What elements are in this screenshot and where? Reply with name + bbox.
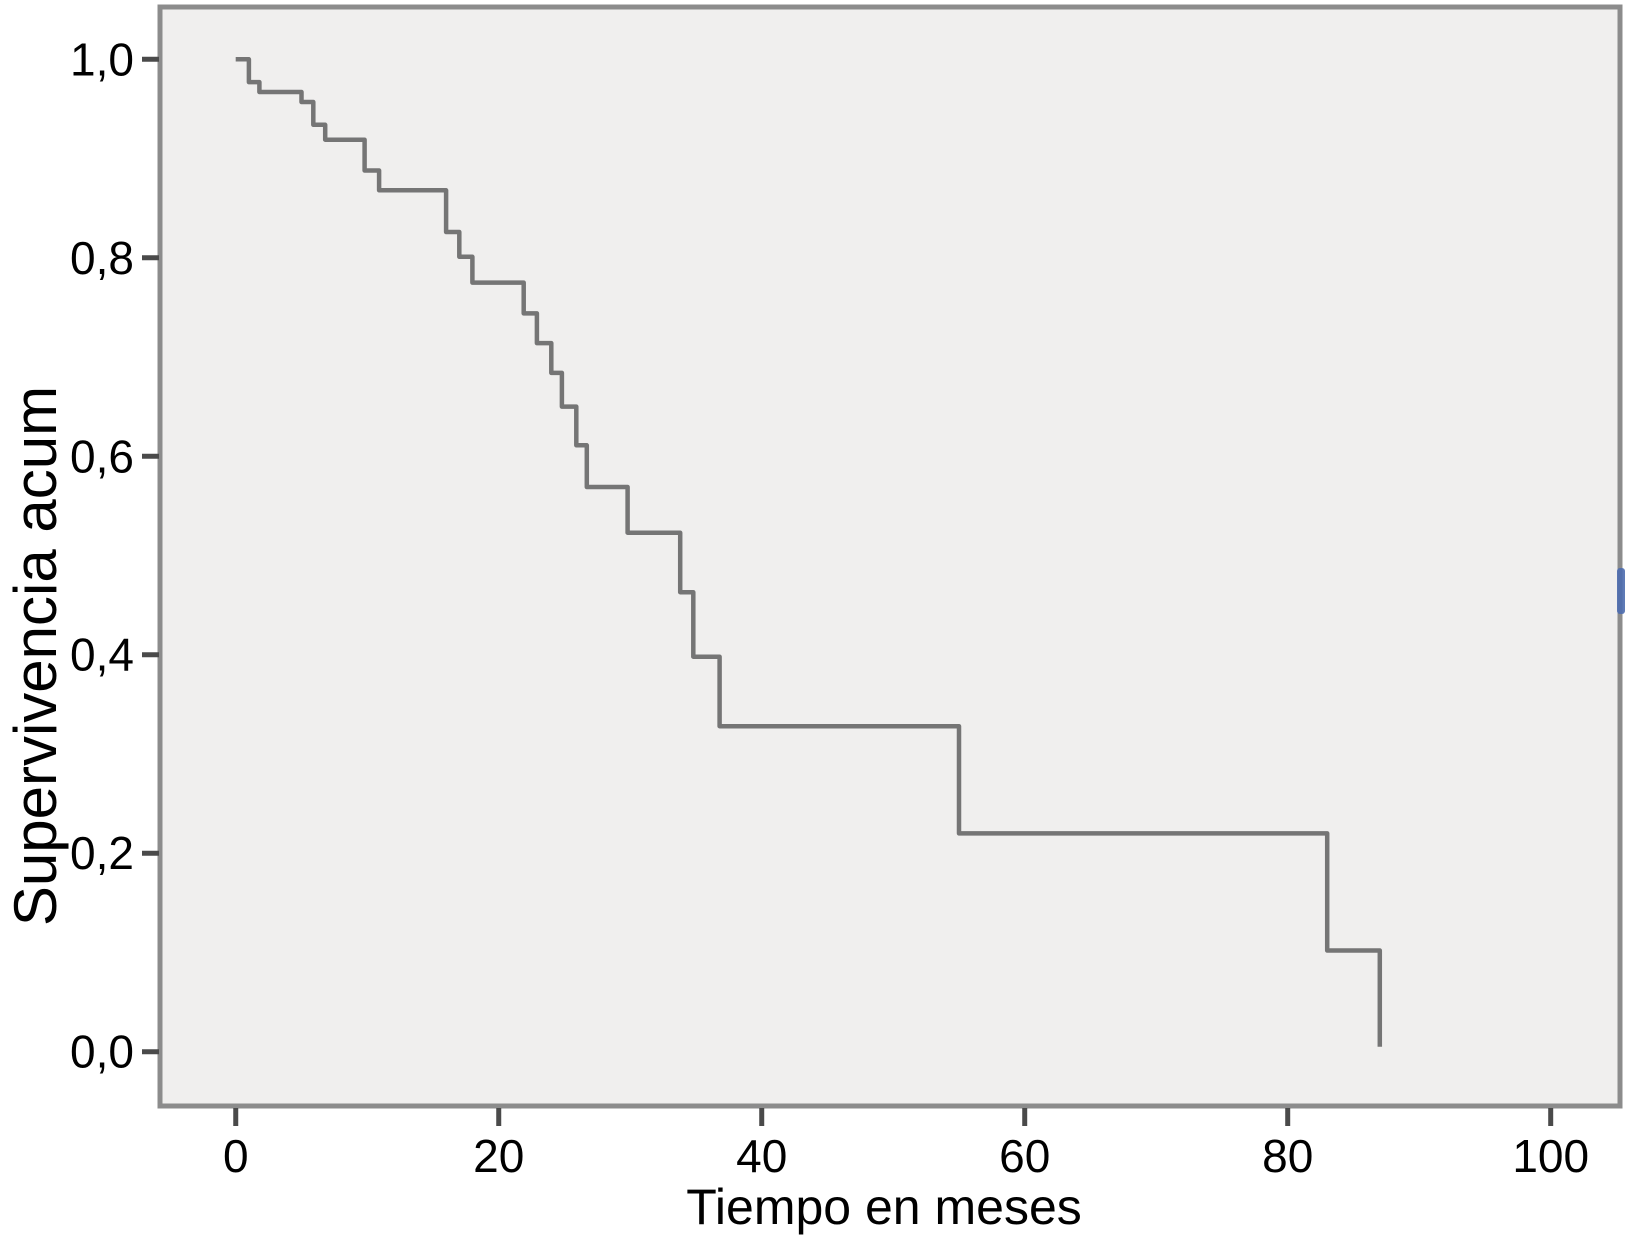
survival-curve-layer — [235, 57, 1383, 1047]
x-tick-label: 20 — [473, 1130, 524, 1182]
y-tick-label: 0,2 — [70, 827, 134, 879]
y-tick-label: 0,8 — [70, 232, 134, 284]
x-tick-label: 100 — [1512, 1130, 1589, 1182]
y-axis-label: Supervivencia acum — [2, 386, 69, 926]
y-tick-label: 1,0 — [70, 33, 134, 85]
x-tick-label: 40 — [736, 1130, 787, 1182]
y-tick-label: 0,4 — [70, 629, 134, 681]
axis-ticks-layer — [142, 56, 1554, 1126]
x-axis-label: Tiempo en meses — [686, 1179, 1082, 1235]
x-tick-label: 60 — [999, 1130, 1050, 1182]
blue-edge-artifact — [1617, 568, 1625, 614]
y-tick-label: 0,0 — [70, 1026, 134, 1078]
y-tick-label: 0,6 — [70, 430, 134, 482]
x-tick-label: 0 — [223, 1130, 249, 1182]
survival-curve-supervivencia-acumulada — [235, 57, 1383, 1047]
tick-labels-layer: 0 20 40 60 80 100 0,0 0,2 0,4 0,6 0,8 1,0 — [70, 33, 1589, 1182]
x-tick-label: 80 — [1262, 1130, 1313, 1182]
